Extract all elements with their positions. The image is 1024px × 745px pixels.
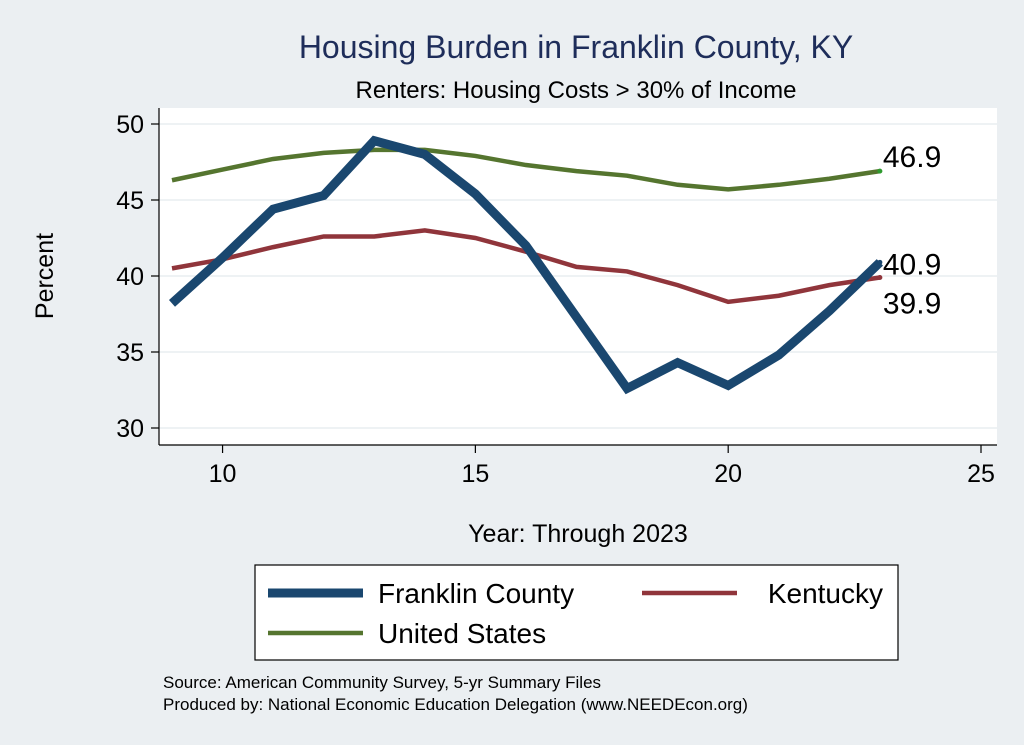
- chart-subtitle: Renters: Housing Costs > 30% of Income: [356, 77, 797, 104]
- y-tick-label: 40: [116, 263, 144, 291]
- end-label-united-states: 46.9: [883, 141, 941, 174]
- legend: Franklin County Kentucky United States: [254, 564, 899, 661]
- legend-label-kentucky: Kentucky: [768, 578, 883, 609]
- end-marker-united-states: [877, 168, 883, 174]
- source-note: Source: American Community Survey, 5-yr …: [163, 673, 601, 692]
- legend-label-united-states: United States: [378, 618, 546, 649]
- y-tick-label: 50: [116, 111, 144, 139]
- chart-title: Housing Burden in Franklin County, KY: [299, 29, 853, 65]
- end-label-franklin-county: 40.9: [883, 248, 941, 281]
- legend-label-franklin-county: Franklin County: [378, 578, 574, 609]
- legend-box: [254, 564, 899, 661]
- y-tick-label: 30: [116, 415, 144, 443]
- x-tick-label: 10: [209, 460, 237, 488]
- y-tick-label: 35: [116, 339, 144, 367]
- end-labels: 40.9 39.9 46.9: [883, 141, 941, 320]
- x-tick-label: 20: [714, 460, 742, 488]
- producer-note: Produced by: National Economic Education…: [163, 695, 748, 714]
- end-marker-kentucky: [877, 275, 883, 281]
- x-axis-label: Year: Through 2023: [468, 520, 688, 548]
- series-lines: [168, 135, 883, 395]
- series-line-united-states: [171, 147, 881, 192]
- y-tick-label: 45: [116, 187, 144, 215]
- series-line-franklin-county: [168, 135, 883, 395]
- x-axis-ticks: 10 15 20 25: [209, 445, 995, 488]
- y-axis-label: Percent: [31, 233, 59, 319]
- legend-entries: Franklin County Kentucky United States: [268, 578, 883, 649]
- y-axis-ticks: 30 35 40 45 50: [116, 111, 159, 443]
- end-marker-franklin-county: [877, 259, 883, 265]
- x-tick-label: 15: [461, 460, 489, 488]
- end-label-kentucky: 39.9: [883, 288, 941, 321]
- x-tick-label: 25: [967, 460, 995, 488]
